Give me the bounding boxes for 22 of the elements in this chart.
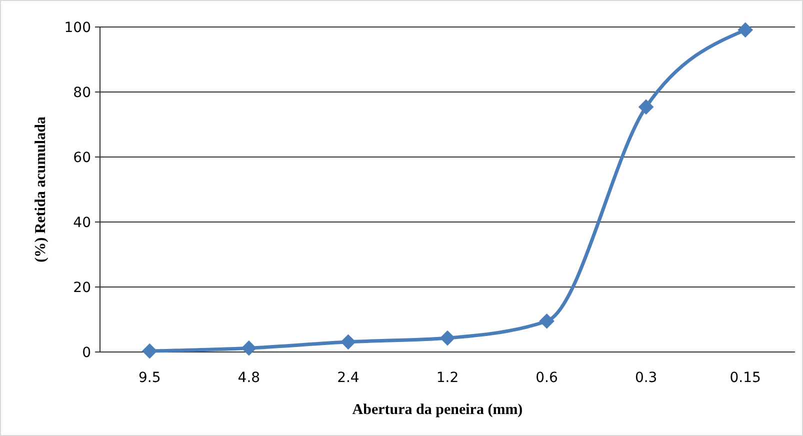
y-tick-label: 100 xyxy=(64,20,91,36)
point xyxy=(738,22,754,38)
x-axis-title: Abertura da peneira (mm) xyxy=(352,402,523,418)
x-tick-label: 0.15 xyxy=(730,370,761,386)
y-axis-title: (%) Retida acumulada xyxy=(33,116,49,262)
x-tick-label: 1.2 xyxy=(436,370,459,386)
x-tick-label: 9.5 xyxy=(138,370,161,386)
point xyxy=(440,330,456,346)
point xyxy=(340,334,356,350)
x-tick-label: 4.8 xyxy=(238,370,260,386)
x-tick-label: 2.4 xyxy=(337,370,360,386)
point xyxy=(638,99,654,115)
x-tick-label: 0.3 xyxy=(634,370,658,386)
x-tick-label: 0.6 xyxy=(536,370,558,386)
y-tick-label: 20 xyxy=(73,280,91,296)
y-tick-label: 60 xyxy=(73,150,91,166)
y-tick-label: 0 xyxy=(82,344,91,361)
point xyxy=(241,340,257,356)
point xyxy=(539,313,554,329)
y-tick-label: 80 xyxy=(73,84,91,101)
y-tick-label: 40 xyxy=(73,214,91,231)
point xyxy=(142,343,158,359)
